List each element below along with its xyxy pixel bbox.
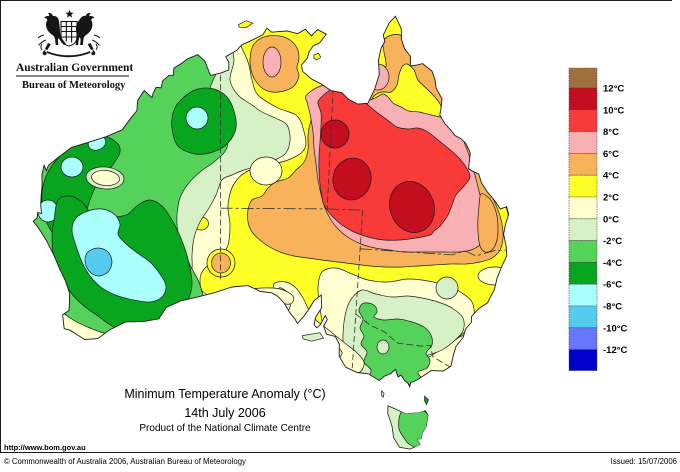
svg-text:2°C: 2°C — [603, 193, 619, 204]
svg-text:-6°C: -6°C — [603, 280, 622, 291]
svg-text:-10°C: -10°C — [603, 323, 628, 334]
svg-text:Australian Government: Australian Government — [16, 62, 133, 74]
svg-text:0°C: 0°C — [603, 214, 619, 225]
svg-text:14th July 2006: 14th July 2006 — [184, 406, 265, 420]
svg-text:-8°C: -8°C — [603, 302, 622, 313]
svg-text:© Commonwealth of Australia 20: © Commonwealth of Australia 2006, Austra… — [4, 457, 246, 466]
svg-text:-4°C: -4°C — [603, 258, 622, 269]
svg-text:4°C: 4°C — [603, 171, 619, 182]
svg-text:Bureau of Meteorology: Bureau of Meteorology — [22, 80, 126, 91]
svg-text:6°C: 6°C — [603, 149, 619, 160]
svg-text:-2°C: -2°C — [603, 236, 622, 247]
svg-text:8°C: 8°C — [603, 127, 619, 138]
svg-text:-12°C: -12°C — [603, 345, 628, 356]
svg-text:Minimum Temperature Anomaly (°: Minimum Temperature Anomaly (°C) — [124, 387, 325, 401]
svg-text:12°C: 12°C — [603, 84, 624, 95]
svg-text:http://www.bom.gov.au: http://www.bom.gov.au — [4, 443, 86, 452]
svg-text:10°C: 10°C — [603, 105, 624, 116]
svg-text:Issued: 15/07/2006: Issued: 15/07/2006 — [611, 457, 677, 466]
svg-text:Product of the National Climat: Product of the National Climate Centre — [139, 423, 311, 434]
